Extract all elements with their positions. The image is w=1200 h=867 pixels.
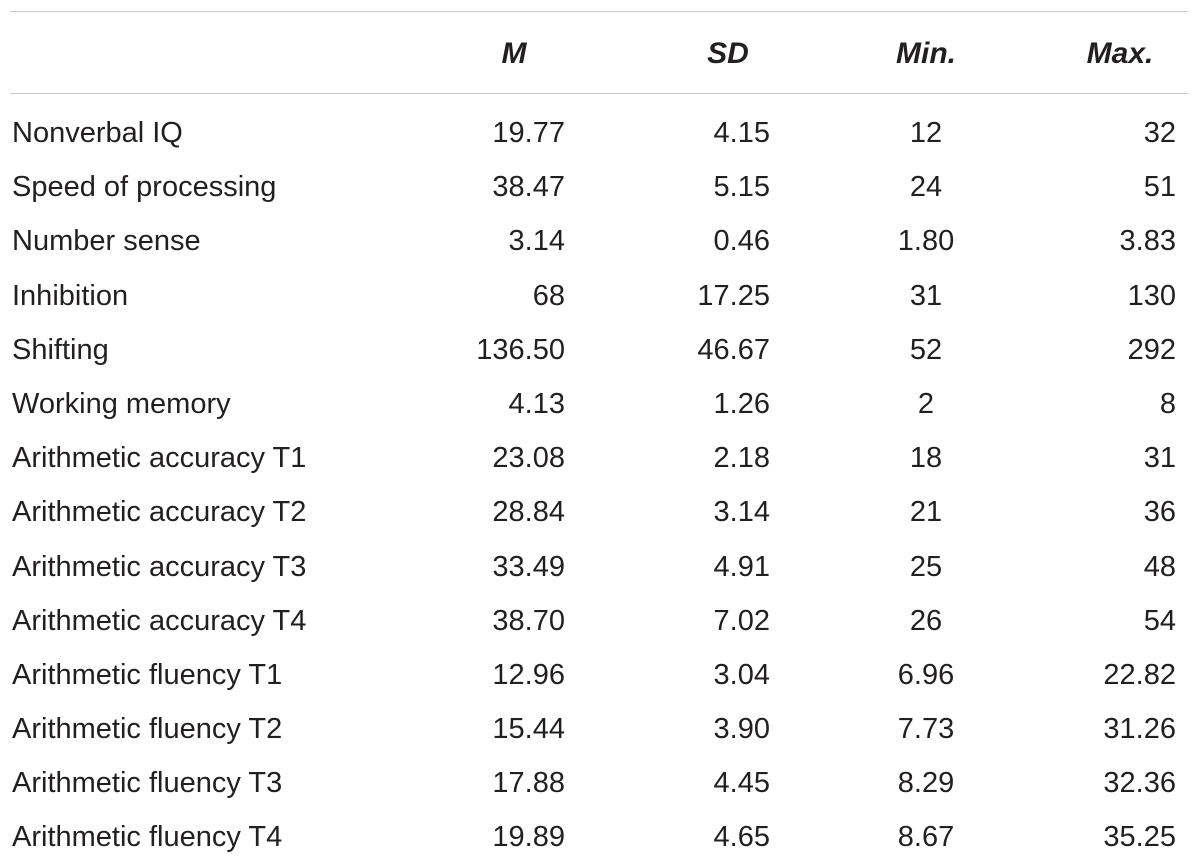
cell-m: 19.89 <box>492 821 565 854</box>
cell-sd: 0.46 <box>713 225 770 258</box>
table-row: Arithmetic accuracy T1 23.08 2.18 18 31 <box>0 431 1200 485</box>
cell-sd: 4.91 <box>713 550 770 583</box>
cell-m: 12.96 <box>492 658 565 691</box>
cell-max: 51 <box>1143 171 1176 204</box>
cell-sd: 3.04 <box>713 658 770 691</box>
table-row: Arithmetic fluency T3 17.88 4.45 8.29 32.36 <box>0 756 1200 810</box>
table-row: Arithmetic accuracy T2 28.84 3.14 21 36 <box>0 485 1200 539</box>
cell-min: 31 <box>909 279 943 312</box>
cell-min: 1.80 <box>897 225 955 258</box>
table-row: Inhibition 68 17.25 31 130 <box>0 269 1200 323</box>
cell-m: 19.77 <box>492 117 565 149</box>
row-label: Shifting <box>12 333 109 366</box>
table-row: Number sense 3.14 0.46 1.80 3.83 <box>0 214 1200 268</box>
cell-max: 54 <box>1143 604 1176 637</box>
cell-min: 52 <box>909 333 943 366</box>
cell-sd: 3.14 <box>713 496 770 529</box>
table-row: Arithmetic fluency T4 19.89 4.65 8.67 35.25 <box>0 810 1200 864</box>
cell-sd: 1.26 <box>713 387 770 420</box>
cell-m: 136.50 <box>476 333 565 366</box>
cell-min: 8.29 <box>897 767 955 800</box>
table-row: Arithmetic fluency T1 12.96 3.04 6.96 22.82 <box>0 648 1200 702</box>
header-min: Min. <box>896 37 956 70</box>
row-label: Arithmetic fluency T4 <box>12 821 283 854</box>
row-label: Arithmetic fluency T2 <box>12 713 283 746</box>
table-body: Nonverbal IQ 19.77 4.15 12 32 Speed of proces… <box>0 106 1200 865</box>
cell-min: 25 <box>909 550 943 583</box>
cell-max: 32 <box>1143 117 1176 149</box>
row-label: Speed of processing <box>12 171 277 204</box>
row-label: Arithmetic fluency T3 <box>12 767 283 800</box>
table-row: Arithmetic fluency T2 15.44 3.90 7.73 31.26 <box>0 702 1200 756</box>
cell-m: 17.88 <box>492 767 565 800</box>
row-label: Number sense <box>12 225 201 258</box>
table-row: Working memory 4.13 1.26 2 8 <box>0 377 1200 431</box>
cell-max: 31 <box>1143 442 1176 475</box>
cell-max: 292 <box>1127 333 1176 366</box>
cell-min: 18 <box>909 442 943 475</box>
cell-m: 38.70 <box>492 604 565 637</box>
cell-m: 68 <box>532 279 565 312</box>
cell-sd: 46.67 <box>697 333 770 366</box>
cell-sd: 3.90 <box>713 713 770 746</box>
cell-m: 15.44 <box>492 713 565 746</box>
cell-max: 3.83 <box>1119 225 1176 258</box>
row-label: Inhibition <box>12 279 129 312</box>
cell-m: 23.08 <box>492 442 565 475</box>
cell-min: 26 <box>909 604 943 637</box>
row-label: Arithmetic accuracy T3 <box>12 550 307 583</box>
table-row: Arithmetic accuracy T4 38.70 7.02 26 54 <box>0 594 1200 648</box>
cell-sd: 4.65 <box>713 821 770 854</box>
cell-sd: 4.45 <box>713 767 770 800</box>
cell-max: 48 <box>1143 550 1176 583</box>
cell-m: 4.13 <box>508 387 565 420</box>
header-m: M <box>501 37 527 70</box>
cell-m: 3.14 <box>508 225 565 258</box>
cell-max: 130 <box>1127 279 1176 312</box>
row-label: Nonverbal IQ <box>12 117 183 149</box>
cell-max: 35.25 <box>1103 821 1176 854</box>
row-label: Arithmetic accuracy T4 <box>12 604 307 637</box>
table-row: Nonverbal IQ 19.77 4.15 12 32 <box>0 106 1200 160</box>
cell-min: 2 <box>917 387 935 420</box>
cell-max: 32.36 <box>1103 767 1176 800</box>
header-sd: SD <box>707 37 749 70</box>
cell-min: 8.67 <box>897 821 955 854</box>
cell-min: 21 <box>909 496 943 529</box>
cell-min: 24 <box>909 171 943 204</box>
cell-sd: 5.15 <box>713 171 770 204</box>
cell-sd: 17.25 <box>697 279 770 312</box>
cell-sd: 4.15 <box>713 117 770 149</box>
cell-m: 28.84 <box>492 496 565 529</box>
row-label: Arithmetic fluency T1 <box>12 658 283 691</box>
table-header-rule <box>10 93 1188 94</box>
header-max: Max. <box>1086 37 1154 70</box>
table-row: Speed of processing 38.47 5.15 24 51 <box>0 160 1200 214</box>
cell-max: 36 <box>1143 496 1176 529</box>
cell-sd: 7.02 <box>713 604 770 637</box>
cell-m: 33.49 <box>492 550 565 583</box>
table-header-row: M SD Min. Max. <box>0 32 1200 76</box>
cell-sd: 2.18 <box>713 442 770 475</box>
table-row: Shifting 136.50 46.67 52 292 <box>0 323 1200 377</box>
cell-m: 38.47 <box>492 171 565 204</box>
cell-max: 8 <box>1159 387 1176 420</box>
table-row: Arithmetic accuracy T3 33.49 4.91 25 48 <box>0 540 1200 594</box>
row-label: Working memory <box>12 387 231 420</box>
cell-min: 12 <box>909 117 943 149</box>
row-label: Arithmetic accuracy T1 <box>12 442 307 475</box>
cell-max: 31.26 <box>1103 713 1176 746</box>
cell-min: 6.96 <box>897 658 955 691</box>
cell-max: 22.82 <box>1103 658 1176 691</box>
row-label: Arithmetic accuracy T2 <box>12 496 307 529</box>
cell-min: 7.73 <box>897 713 955 746</box>
table-top-rule <box>10 11 1188 12</box>
